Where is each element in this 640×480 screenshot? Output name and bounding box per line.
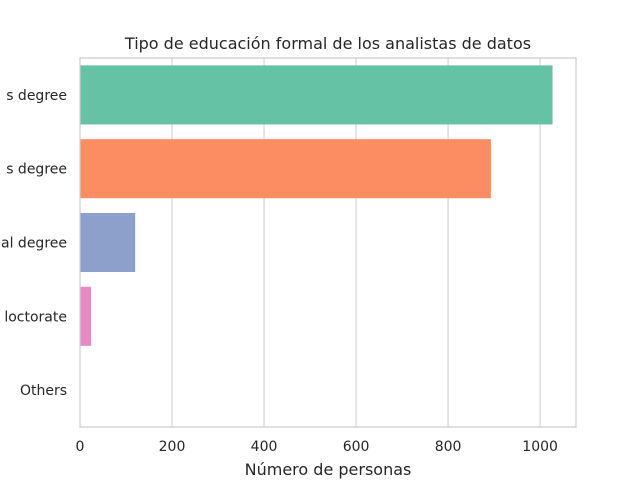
- x-tick-label: 600: [343, 439, 370, 455]
- x-tick-label: 0: [76, 439, 85, 455]
- chart-title: Tipo de educación formal de los analista…: [124, 34, 531, 53]
- bar: [80, 65, 553, 125]
- plot-frame: [79, 57, 577, 428]
- y-tick-label: s degree: [6, 88, 67, 104]
- x-tick-label: 200: [159, 439, 186, 455]
- bar: [80, 212, 136, 273]
- x-tick-label: 1000: [522, 439, 558, 455]
- y-tick-label: s degree: [6, 162, 67, 178]
- bar: [80, 139, 491, 199]
- x-tick-label: 400: [251, 439, 278, 455]
- bar: [80, 286, 92, 346]
- y-tick-label: Others: [20, 383, 67, 399]
- y-tick-labels: s degree s degree al degree loctorate Others: [1, 88, 67, 399]
- x-axis-label: Número de personas: [245, 460, 412, 479]
- y-tick-label: loctorate: [4, 309, 67, 325]
- bar-layer: [80, 65, 553, 420]
- x-tick-labels: 0 200 400 600 800 1000: [76, 439, 558, 455]
- y-tick-label: al degree: [1, 236, 67, 252]
- x-tick-label: 800: [435, 439, 462, 455]
